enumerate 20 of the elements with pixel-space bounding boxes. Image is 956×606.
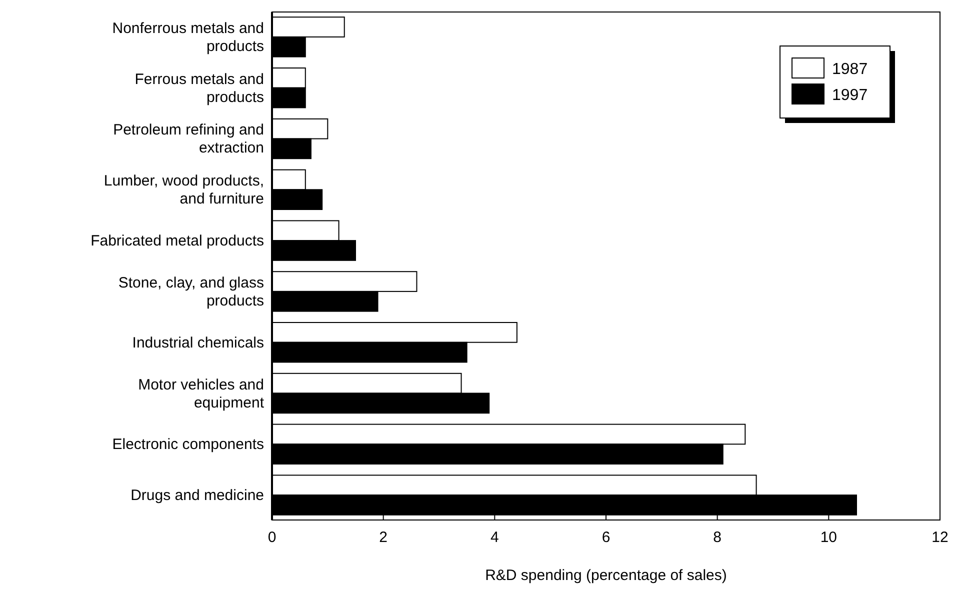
y-tick-label: Motor vehicles and equipment <box>138 376 265 412</box>
y-tick-label: Petroleum refining and extraction <box>113 122 264 157</box>
x-tick-label: 4 <box>490 529 499 546</box>
legend-label: 1987 <box>832 61 868 78</box>
y-tick-label: Industrial chemicals <box>132 334 264 352</box>
legend-label: 1997 <box>832 87 868 104</box>
y-tick-label: Fabricated metal products <box>90 232 264 250</box>
x-tick-label: 8 <box>713 529 722 546</box>
x-tick-label: 10 <box>820 529 838 546</box>
x-tick-label: 12 <box>932 529 948 546</box>
x-tick-label: 0 <box>268 529 276 546</box>
y-tick-label: Lumber, wood products, and furniture <box>104 172 264 208</box>
y-tick-label: Stone, clay, and glass products <box>118 274 264 310</box>
y-tick-label: Electronic components <box>112 436 264 454</box>
y-tick-label: Nonferrous metals and products <box>112 20 264 55</box>
x-axis-title: R&D spending (percentage of sales) <box>485 567 727 584</box>
y-tick-label: Ferrous metals and products <box>134 70 264 106</box>
x-tick-label: 2 <box>379 529 388 546</box>
x-tick-label: 6 <box>602 529 610 546</box>
y-tick-label: Drugs and medicine <box>130 487 264 504</box>
